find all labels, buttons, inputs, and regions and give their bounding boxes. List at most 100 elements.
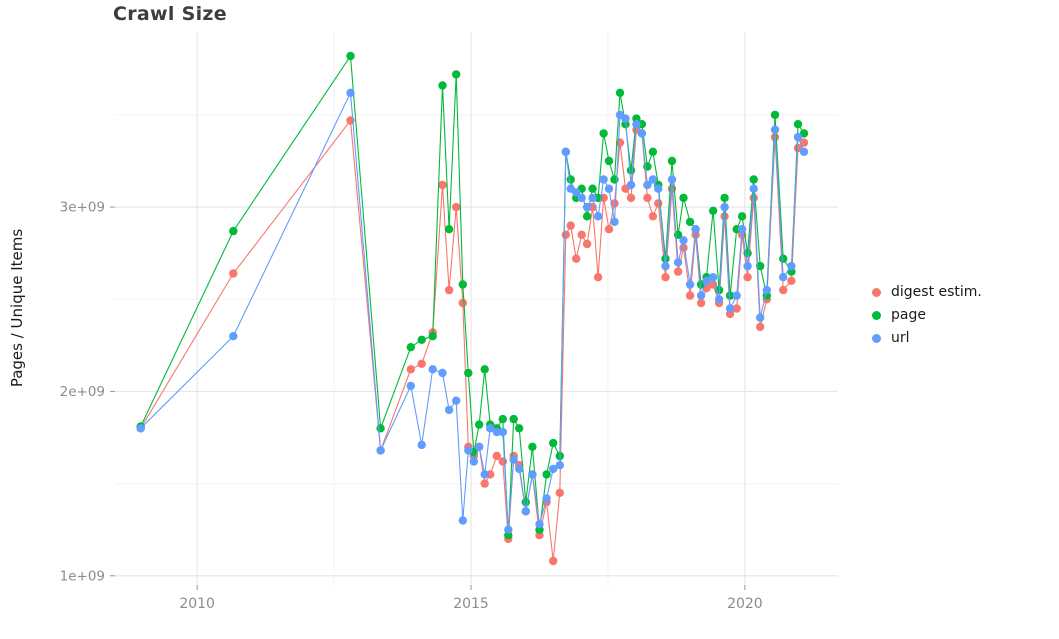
data-point (438, 81, 447, 90)
data-point (555, 488, 564, 497)
data-point (229, 269, 238, 278)
data-point (475, 420, 484, 429)
data-point (799, 129, 809, 138)
data-point (732, 291, 741, 300)
data-point (615, 88, 625, 98)
data-point (509, 455, 518, 464)
data-point (737, 212, 747, 221)
data-point (515, 464, 524, 474)
data-point (444, 225, 454, 234)
legend-key-dot-icon (872, 310, 881, 320)
data-point (593, 273, 603, 282)
data-point (428, 365, 437, 374)
series-line (140, 119, 805, 562)
data-point (346, 88, 355, 98)
data-point (604, 156, 614, 166)
data-point (588, 184, 597, 193)
data-point (582, 202, 592, 212)
data-point (542, 494, 551, 503)
data-point (452, 70, 461, 79)
data-point (696, 291, 706, 300)
y-tick-label: 1e+09 (60, 568, 105, 584)
series-url (136, 88, 809, 534)
data-point (779, 254, 788, 263)
y-tick-label: 3e+09 (60, 200, 105, 216)
legend-label-digest-estim: digest estim. (891, 284, 982, 300)
data-point (685, 280, 695, 289)
data-point (549, 556, 558, 566)
data-point (509, 414, 518, 424)
data-point (417, 335, 426, 344)
data-point (406, 343, 415, 352)
data-point (480, 365, 489, 374)
data-point (714, 295, 724, 304)
data-point (582, 212, 592, 221)
data-point (452, 396, 461, 405)
data-point (648, 175, 658, 184)
data-point (725, 291, 735, 300)
data-point (549, 438, 558, 448)
data-point (577, 230, 586, 239)
data-point (679, 236, 688, 245)
data-point (756, 313, 765, 322)
data-point (799, 147, 809, 156)
data-point (136, 424, 145, 433)
data-point (762, 285, 771, 295)
data-point (444, 285, 454, 295)
data-point (667, 175, 677, 184)
data-point (770, 125, 780, 134)
data-point (498, 427, 507, 437)
data-point (637, 129, 647, 138)
data-point (702, 276, 711, 285)
data-point (732, 304, 741, 313)
data-point (604, 225, 614, 234)
data-point (743, 261, 752, 271)
data-point (561, 230, 570, 239)
data-point (469, 457, 478, 466)
data-point (621, 114, 630, 123)
data-point (444, 405, 454, 415)
data-point (685, 291, 695, 300)
data-point (770, 110, 780, 120)
data-point (528, 470, 537, 479)
legend-item-digest-estim: digest estim. (872, 284, 982, 300)
data-point (458, 516, 467, 525)
x-tick-label: 2015 (453, 596, 489, 612)
data-point (438, 368, 447, 378)
data-point (504, 525, 513, 534)
data-point (661, 261, 670, 271)
data-point (725, 304, 735, 313)
data-point (406, 365, 415, 374)
legend-label-url: url (891, 330, 910, 346)
data-point (376, 424, 385, 433)
data-point (577, 193, 586, 203)
chart-title: Crawl Size (113, 3, 227, 25)
data-point (599, 129, 608, 138)
data-point (779, 285, 788, 295)
data-point (376, 446, 385, 455)
series-page (136, 51, 809, 540)
data-point (582, 239, 592, 249)
data-point (673, 258, 683, 267)
data-point (648, 212, 658, 221)
data-point (438, 180, 447, 190)
data-point (229, 332, 238, 341)
data-point (480, 470, 489, 479)
data-point (346, 51, 355, 61)
data-point (749, 184, 758, 193)
data-point (452, 202, 461, 212)
data-point (610, 199, 619, 208)
data-point (793, 132, 803, 142)
data-point (610, 217, 619, 227)
data-point (572, 188, 581, 197)
data-point (593, 212, 603, 221)
y-tick-label: 2e+09 (60, 384, 105, 400)
data-point (475, 442, 484, 451)
data-point (458, 298, 467, 308)
data-point (632, 120, 641, 129)
data-point (464, 446, 473, 455)
data-point (679, 193, 688, 203)
series-digest-estim- (136, 116, 809, 566)
legend-key-dot-icon (872, 287, 881, 297)
